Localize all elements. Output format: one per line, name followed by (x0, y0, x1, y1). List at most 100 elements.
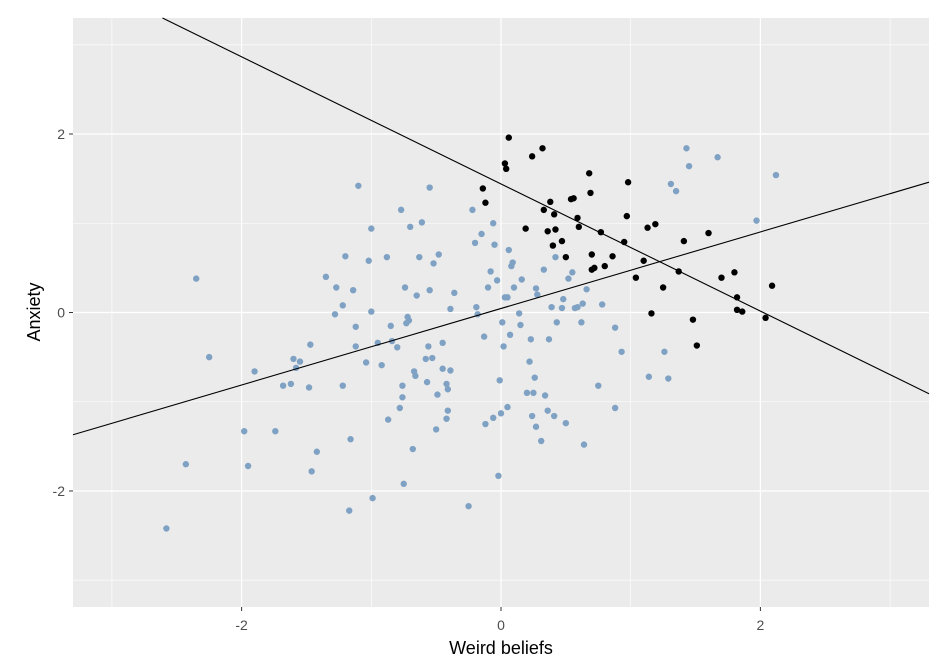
dark-data-point (539, 145, 546, 152)
axis-ticks (69, 133, 761, 611)
dark-data-point (482, 199, 489, 206)
light-data-point (429, 354, 436, 362)
dark-data-point (588, 251, 595, 258)
light-data-point (714, 154, 721, 161)
light-data-point (497, 410, 505, 417)
light-data-point (583, 286, 590, 293)
y-tick-label: 2 (57, 126, 65, 142)
dark-data-point (731, 269, 738, 276)
light-data-point (532, 423, 540, 430)
light-data-point (400, 480, 407, 488)
light-data-point (553, 319, 560, 326)
light-data-point (496, 377, 503, 384)
light-data-point (307, 341, 314, 348)
light-data-point (685, 162, 693, 170)
dark-data-point (574, 214, 581, 222)
light-data-point (409, 445, 417, 453)
light-data-point (565, 275, 572, 282)
light-data-point (387, 322, 394, 330)
dark-data-point (705, 229, 712, 237)
dark-data-point (644, 224, 651, 231)
light-data-point (423, 378, 431, 386)
light-data-point (478, 230, 485, 238)
dark-data-point (659, 284, 667, 291)
light-data-point (772, 171, 780, 179)
light-data-point (368, 308, 375, 315)
light-data-point (618, 348, 625, 355)
dark-data-point (575, 223, 583, 231)
light-data-point (405, 317, 413, 324)
y-tick-labels: -2 0 2 (53, 126, 66, 499)
light-data-point (352, 323, 359, 330)
light-data-point (272, 427, 279, 435)
light-data-point (394, 344, 401, 351)
light-data-point (425, 343, 432, 350)
light-data-point (279, 382, 287, 389)
dark-data-point (693, 342, 701, 349)
light-data-point (331, 311, 339, 318)
light-data-point (346, 507, 353, 514)
light-data-point (541, 392, 549, 399)
dark-data-point (762, 314, 769, 322)
light-data-point (430, 260, 437, 267)
light-data-point (384, 416, 392, 423)
dark-data-point (587, 189, 594, 197)
light-data-point (487, 268, 494, 275)
light-data-point (443, 415, 450, 422)
light-data-point (544, 407, 551, 414)
light-data-point (578, 319, 585, 326)
dark-data-point (544, 228, 551, 235)
dark-data-point (609, 253, 616, 260)
light-data-point (538, 437, 545, 445)
light-data-point (322, 273, 330, 281)
light-data-point (495, 472, 502, 480)
light-data-point (505, 246, 512, 254)
light-data-point (413, 292, 420, 299)
light-data-point (399, 382, 406, 389)
light-data-point (493, 277, 501, 284)
light-data-point (531, 374, 538, 381)
light-data-point (527, 336, 535, 343)
light-data-point (352, 343, 359, 350)
light-data-point (490, 414, 497, 422)
light-data-point (369, 494, 376, 502)
dark-data-point (540, 206, 547, 214)
light-data-point (611, 324, 619, 331)
dark-points-series (479, 134, 776, 349)
light-data-point (439, 339, 446, 347)
light-data-point (383, 253, 391, 261)
light-data-point (333, 284, 340, 291)
light-data-point (182, 461, 190, 468)
x-tick-label: 2 (756, 617, 764, 633)
light-data-point (530, 389, 537, 397)
light-data-point (362, 359, 370, 366)
light-data-point (665, 375, 672, 382)
light-data-point (490, 220, 497, 227)
light-data-point (241, 427, 248, 435)
dark-data-point (624, 179, 632, 186)
light-data-point (645, 373, 653, 380)
light-data-point (439, 365, 446, 372)
light-data-point (378, 361, 385, 369)
light-data-point (500, 343, 507, 350)
light-data-point (447, 367, 454, 374)
fitted-lines (72, 17, 930, 436)
fit-line (162, 17, 930, 395)
dark-data-point (591, 264, 598, 272)
light-data-point (515, 310, 523, 317)
light-data-point (506, 331, 514, 339)
light-data-point (569, 269, 576, 276)
light-data-point (574, 303, 581, 311)
x-tick-label: 0 (497, 617, 505, 633)
dark-data-point (601, 262, 608, 270)
light-data-point (482, 420, 489, 428)
y-axis-title: Anxiety (24, 282, 44, 341)
light-data-point (407, 223, 414, 231)
light-data-point (347, 436, 354, 443)
light-data-point (558, 304, 566, 312)
light-data-point (562, 419, 570, 427)
light-data-point (434, 391, 441, 398)
light-data-point (447, 305, 454, 313)
light-data-point (313, 448, 321, 455)
light-data-point (534, 291, 541, 298)
